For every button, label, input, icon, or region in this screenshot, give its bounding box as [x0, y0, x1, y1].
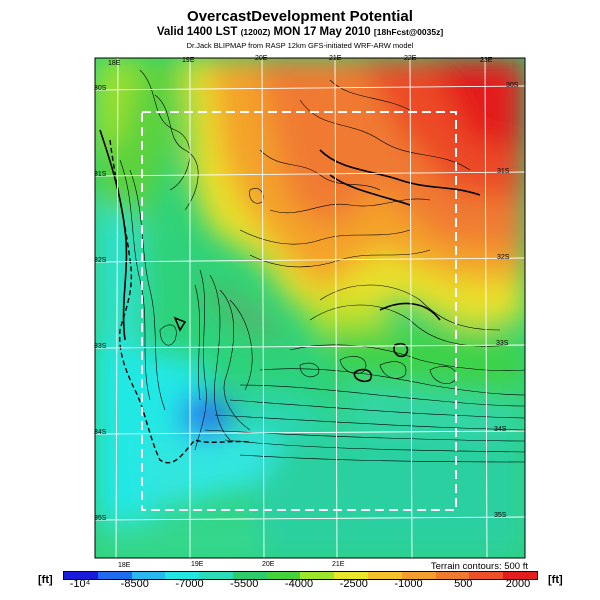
inner-domain-box [141, 111, 457, 511]
terrain-contours [119, 69, 525, 463]
colorbar-swatch [165, 572, 200, 579]
lon-label-21e: 21E [329, 55, 342, 62]
valid-utc: (1200Z) [240, 27, 271, 37]
colorbar-swatch [199, 572, 233, 579]
colorbar-swatch [64, 572, 98, 579]
lat-label-32s-right: 32S [497, 254, 510, 261]
lat-label-31s: 31S [94, 171, 107, 178]
valid-time-line: Valid 1400 LST (1200Z) MON 17 May 2010 [… [0, 26, 600, 38]
lat-label-30s: 30S [94, 85, 107, 92]
lat-label-32s: 32S [94, 257, 107, 264]
colorbar-swatch [503, 572, 537, 579]
lon-label-18e-bottom: 18E [118, 562, 131, 569]
lon-label-21e-bottom: 21E [332, 561, 345, 568]
colorbar-unit-right: [ft] [548, 574, 563, 586]
colorbar-swatch [97, 572, 132, 579]
valid-prefix: Valid 1400 LST [156, 26, 238, 38]
colorbar-tick-label: -8500 [120, 578, 149, 590]
colorbar-tick-label: 500 [454, 578, 473, 590]
map-frame [94, 57, 526, 559]
colorbar-tick-label: -7000 [175, 578, 204, 590]
colorbar-swatch [368, 572, 402, 579]
colorbar-swatch [300, 572, 335, 579]
colorbar-tick-label: -2500 [339, 578, 368, 590]
valid-date: MON 17 May 2010 [273, 26, 371, 38]
colorbar-swatch [401, 572, 436, 579]
lat-label-35s: 35S [94, 515, 107, 522]
colorbar-tick-label: -4000 [284, 578, 314, 590]
colorbar-swatch [131, 572, 166, 579]
colorbar-tick-label: -10⁴ [69, 578, 91, 590]
colorbar-swatch [469, 572, 504, 579]
bold-contours [99, 129, 481, 383]
lon-label-22e: 22E [404, 55, 417, 62]
lon-label-18e: 18E [108, 60, 121, 67]
colorbar-tick-label: 2000 [505, 578, 531, 590]
lat-label-31s-right: 31S [497, 168, 510, 175]
forecast-tag: [18hFcst@0035z] [373, 27, 444, 37]
colorbar-swatch [266, 572, 301, 579]
lon-label-20e-bottom: 20E [262, 561, 275, 568]
lat-label-30s-right: 30S [506, 82, 519, 89]
map-title: OvercastDevelopment Potential [187, 8, 413, 25]
lat-label-33s: 33S [94, 343, 107, 350]
colorbar-swatch [435, 572, 470, 579]
colorbar-tick-label: -5500 [230, 578, 259, 590]
model-credit: Dr.Jack BLIPMAP from RASP 12km GFS-initi… [186, 41, 414, 50]
colorbar-unit-left: [ft] [38, 574, 53, 586]
lat-label-33s-right: 33S [496, 340, 509, 347]
lon-label-23e: 23E [480, 57, 493, 64]
colorbar-tick-label: -1000 [394, 578, 423, 590]
colorbar [63, 571, 538, 580]
colorbar-swatch [334, 572, 369, 579]
lon-label-19e: 19E [182, 57, 195, 64]
lat-label-35s-right: 35S [494, 512, 507, 519]
lat-label-34s-right: 34S [494, 426, 507, 433]
latlon-grid [95, 58, 525, 558]
colorbar-swatch [232, 572, 267, 579]
field-layer [95, 58, 525, 558]
terrain-contour-note: Terrain contours: 500 ft [430, 561, 528, 572]
lat-label-34s: 34S [94, 429, 107, 436]
lon-label-19e-bottom: 19E [191, 561, 204, 568]
lon-label-20e: 20E [255, 55, 268, 62]
